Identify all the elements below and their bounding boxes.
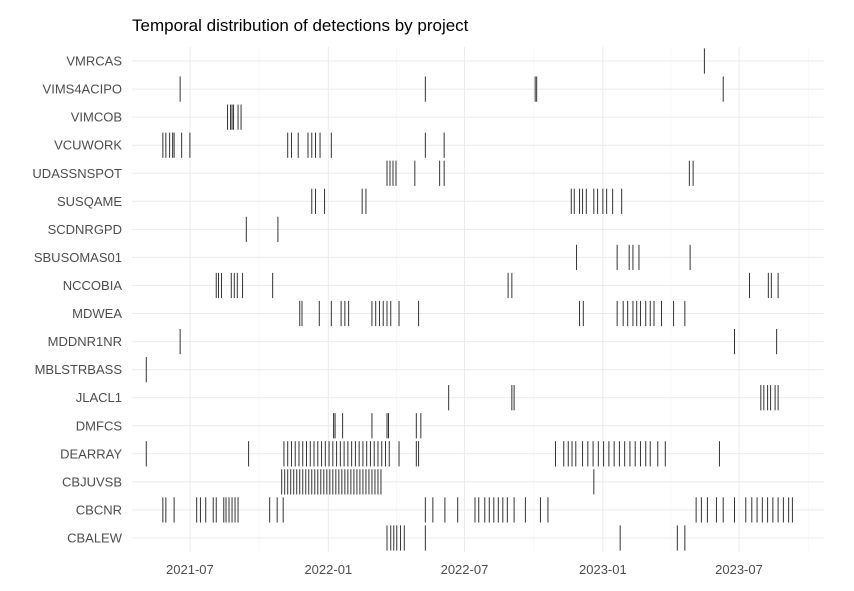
y-tick-label: SBUSOMAS01 bbox=[34, 250, 122, 265]
y-tick-label: DEARRAY bbox=[60, 446, 122, 461]
y-tick-label: UDASSNSPOT bbox=[32, 166, 122, 181]
y-tick-label: SCDNRGPD bbox=[48, 222, 122, 237]
y-tick-label: CBALEW bbox=[67, 530, 123, 545]
x-tick-label: 2023-07 bbox=[715, 562, 763, 577]
y-axis-labels: VMRCAS VIMS4ACIPO VIMCOB VCUWORK UDASSNSPOT S… bbox=[32, 54, 122, 546]
y-tick-label: JLACL1 bbox=[76, 390, 122, 405]
x-tick-label: 2022-01 bbox=[304, 562, 352, 577]
x-tick-label: 2023-01 bbox=[579, 562, 627, 577]
y-tick-label: DMFCS bbox=[76, 418, 123, 433]
y-tick-label: CBCNR bbox=[76, 502, 122, 517]
y-tick-label: MDWEA bbox=[72, 306, 122, 321]
x-axis-labels: 2021-07 2022-01 2022-07 2023-01 2023-07 bbox=[166, 562, 763, 577]
y-tick-label: CBJUVSB bbox=[62, 474, 122, 489]
y-tick-label: VIMS4ACIPO bbox=[43, 82, 122, 97]
x-tick-label: 2022-07 bbox=[441, 562, 489, 577]
marks-layer bbox=[145, 48, 793, 551]
grid-layer bbox=[132, 47, 824, 552]
chart-title: Temporal distribution of detections by p… bbox=[132, 16, 469, 35]
y-tick-label: MDDNR1NR bbox=[48, 334, 122, 349]
y-tick-label: VMRCAS bbox=[66, 54, 122, 69]
x-tick-label: 2021-07 bbox=[166, 562, 214, 577]
y-tick-label: VIMCOB bbox=[71, 110, 122, 125]
y-tick-label: VCUWORK bbox=[54, 138, 122, 153]
y-tick-label: MBLSTRBASS bbox=[35, 362, 123, 377]
y-tick-label: NCCOBIA bbox=[63, 278, 123, 293]
y-tick-label: SUSQAME bbox=[57, 194, 122, 209]
